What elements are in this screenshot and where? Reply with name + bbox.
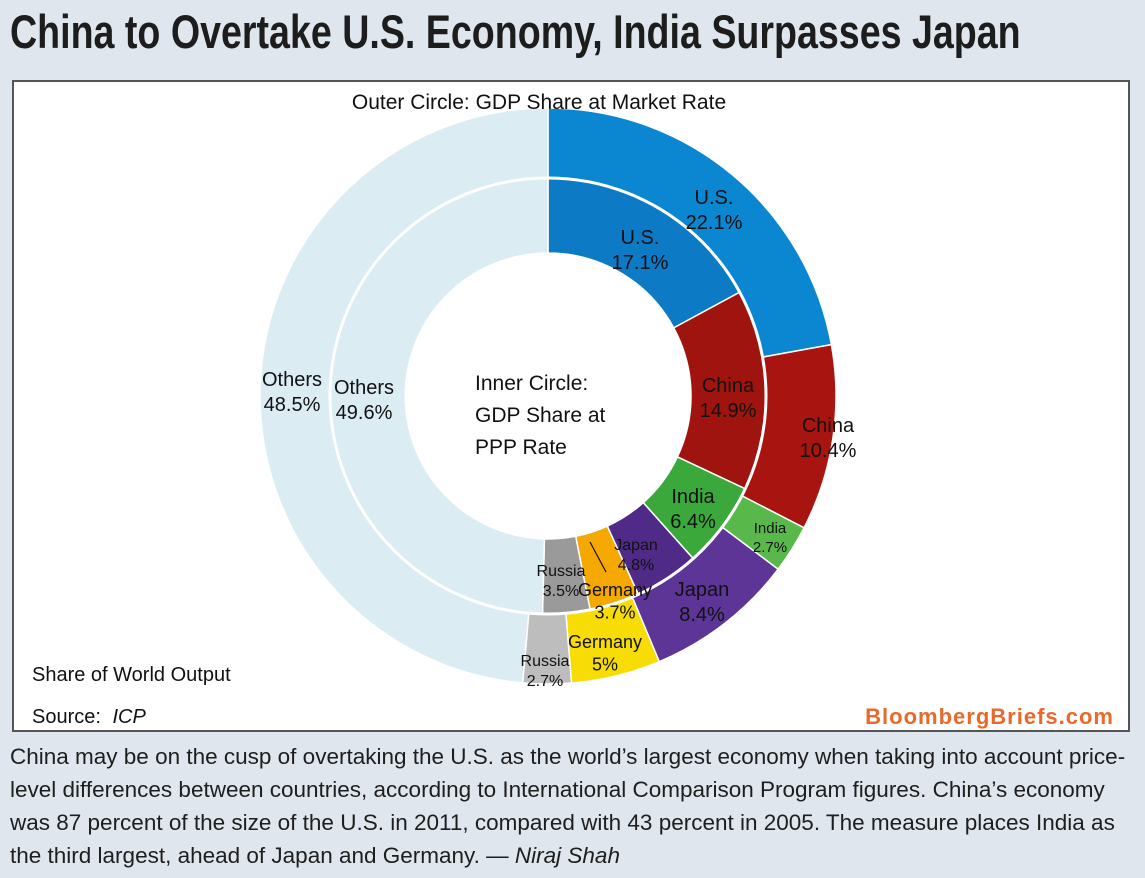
nested-donut-chart: U.S. 22.1% China 10.4% India 2.7% Japan 8.4% Ger… <box>32 91 1114 729</box>
outer-label-value: 22.1% <box>686 212 743 234</box>
inner-label-name: Germany <box>578 580 652 600</box>
inner-circle-label-3: PPP Rate <box>475 436 567 459</box>
inner-label-name: India <box>671 486 715 508</box>
outer-label-china: China 10.4% <box>800 415 857 462</box>
outer-label-others: Others 48.5% <box>262 369 322 416</box>
inner-label-china: China 14.9% <box>700 375 757 422</box>
inner-label-value: 4.8% <box>618 557 654 574</box>
caption-author: Niraj Shah <box>514 843 620 868</box>
inner-circle-label-2: GDP Share at <box>475 404 606 427</box>
inner-label-others: Others 49.6% <box>334 377 394 424</box>
ring-dividers <box>328 176 768 616</box>
inner-label-value: 49.6% <box>336 402 393 424</box>
source-name: ICP <box>113 706 147 728</box>
outer-label-russia: Russia 2.7% <box>521 653 570 690</box>
ring-separator <box>328 176 768 616</box>
outer-label-us: U.S. 22.1% <box>686 187 743 234</box>
germany-leader-line <box>589 541 607 573</box>
inner-circle-label-1: Inner Circle: <box>475 372 588 395</box>
outer-label-value: 10.4% <box>800 440 857 462</box>
brand-logo-text: BloombergBriefs.com <box>865 704 1114 729</box>
inner-label-germany: Germany 3.7% <box>578 580 652 623</box>
outer-label-name: Japan <box>675 579 730 601</box>
outer-label-value: 2.7% <box>753 539 787 556</box>
outer-label-germany: Germany 5% <box>568 632 642 675</box>
inner-label-us: U.S. 17.1% <box>612 227 669 274</box>
outer-label-india: India 2.7% <box>753 520 787 556</box>
outer-ring <box>259 107 837 685</box>
outer-label-name: U.S. <box>695 187 734 209</box>
inner-label-value: 6.4% <box>670 511 716 533</box>
outer-label-value: 5% <box>592 655 618 675</box>
source-prefix: Source: <box>32 706 101 728</box>
footer-label: Share of World Output <box>32 664 231 686</box>
outer-label-value: 2.7% <box>527 673 563 690</box>
inner-label-india: India 6.4% <box>670 486 716 533</box>
outer-label-name: Others <box>262 369 322 391</box>
labels-layer: U.S. 22.1% China 10.4% India 2.7% Japan 8.4% Ger… <box>262 187 857 690</box>
inner-label-name: U.S. <box>621 227 660 249</box>
outer-label-name: Germany <box>568 632 642 652</box>
inner-label-value: 3.5% <box>543 583 579 600</box>
inner-label-name: Others <box>334 377 394 399</box>
outer-label-japan: Japan 8.4% <box>675 579 730 626</box>
inner-label-value: 14.9% <box>700 400 757 422</box>
caption: China may be on the cusp of overtaking t… <box>10 740 1140 872</box>
outer-label-name: China <box>802 415 855 437</box>
caption-text: China may be on the cusp of overtaking t… <box>10 744 1126 868</box>
outer-label-value: 8.4% <box>679 604 725 626</box>
inner-label-value: 3.7% <box>594 603 635 623</box>
inner-label-russia: Russia 3.5% <box>537 563 586 600</box>
outer-label-name: India <box>754 520 787 537</box>
inner-label-value: 17.1% <box>612 252 669 274</box>
chart-panel: U.S. 22.1% China 10.4% India 2.7% Japan 8.4% Ger… <box>12 80 1130 732</box>
source-line: Source: ICP <box>32 706 147 728</box>
inner-ring <box>329 177 767 615</box>
inner-label-name: Japan <box>614 537 658 554</box>
inner-label-name: Russia <box>537 563 586 580</box>
inner-label-name: China <box>702 375 755 397</box>
inner-label-japan: Japan 4.8% <box>614 537 658 574</box>
outer-circle-label: Outer Circle: GDP Share at Market Rate <box>352 91 726 114</box>
outer-label-name: Russia <box>521 653 570 670</box>
outer-label-value: 48.5% <box>264 394 321 416</box>
chart-title: China to Overtake U.S. Economy, India Su… <box>10 5 1021 58</box>
